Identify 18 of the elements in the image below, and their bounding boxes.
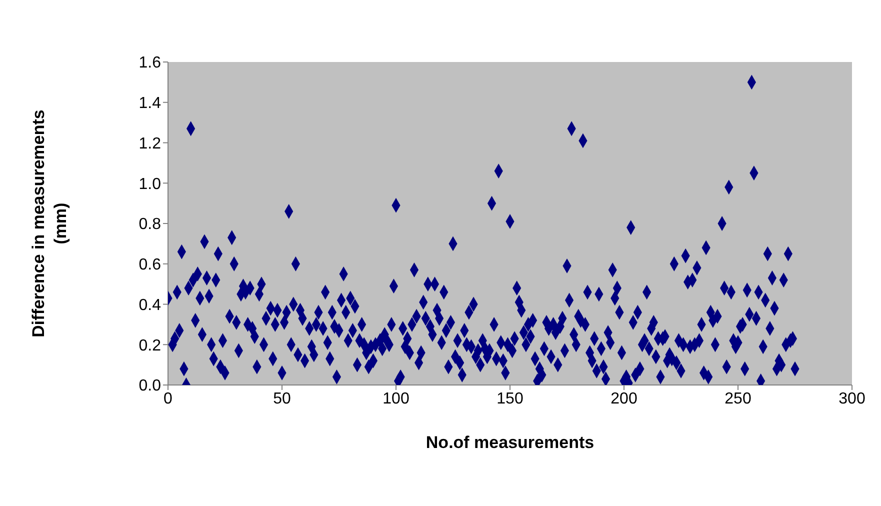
y-tick-label: 0.0 <box>138 378 162 395</box>
y-tick-label: 1.0 <box>138 176 162 193</box>
x-tick-label: 0 <box>164 390 173 408</box>
x-tick-label: 150 <box>496 390 524 408</box>
y-axis-title: Difference in measurements (mm) <box>29 110 70 338</box>
x-tick-label: 100 <box>382 390 410 408</box>
x-axis-title: No.of measurements <box>426 433 594 452</box>
y-tick-label: 0.6 <box>138 256 162 274</box>
x-tick-label: 300 <box>838 390 866 408</box>
y-tick-label: 0.8 <box>138 216 162 234</box>
y-tick-label: 1.2 <box>138 135 162 152</box>
x-tick-label: 200 <box>610 390 638 408</box>
y-tick-label: 0.4 <box>138 296 162 314</box>
y-tick-label: 0.2 <box>138 337 162 354</box>
x-tick-label: 250 <box>724 390 752 408</box>
y-tick-label: 1.6 <box>138 54 162 72</box>
y-tick-label: 1.4 <box>138 95 162 112</box>
x-tick-label: 50 <box>273 390 291 408</box>
